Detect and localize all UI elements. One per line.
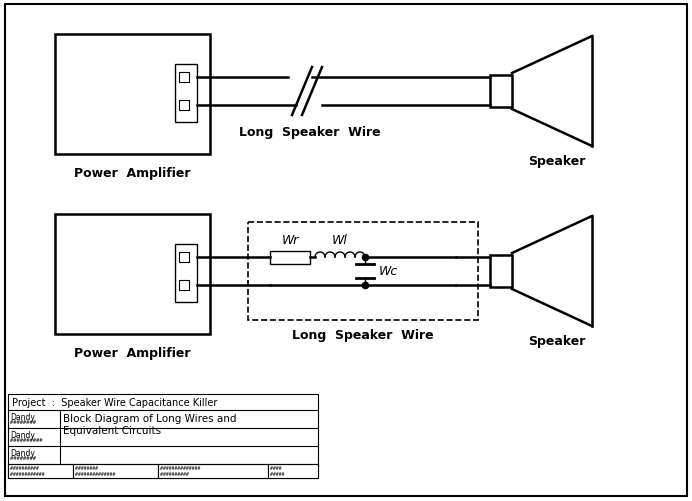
- Text: Dandy: Dandy: [10, 430, 35, 439]
- Bar: [179, 253, 189, 263]
- Text: Power  Amplifier: Power Amplifier: [74, 167, 191, 180]
- Bar: [490, 256, 512, 288]
- Bar: [8, 394, 318, 478]
- Bar: [158, 464, 268, 478]
- Bar: [248, 222, 478, 320]
- Text: Wl: Wl: [332, 233, 348, 246]
- Bar: [175, 65, 197, 123]
- Text: Speaker: Speaker: [528, 334, 585, 347]
- Bar: [490, 76, 512, 108]
- Text: ########
##############: ######## ##############: [75, 465, 116, 476]
- Bar: [268, 464, 318, 478]
- Bar: [179, 73, 189, 83]
- Text: ####
#####: #### #####: [270, 465, 284, 476]
- Bar: [73, 464, 158, 478]
- Text: ##############
##########: ############## ##########: [160, 465, 200, 476]
- Text: Dandy: Dandy: [10, 412, 35, 421]
- Bar: [55, 214, 210, 334]
- Text: ##########: ##########: [10, 437, 42, 442]
- Bar: [175, 244, 197, 303]
- Text: Speaker: Speaker: [528, 155, 585, 168]
- Text: Wc: Wc: [379, 265, 399, 278]
- Text: Wr: Wr: [282, 234, 299, 247]
- Bar: [179, 281, 189, 291]
- Text: ########: ########: [10, 455, 36, 460]
- Bar: [8, 464, 73, 478]
- Bar: [270, 251, 310, 264]
- Bar: [179, 101, 189, 111]
- Text: Block Diagram of Long Wires and
Equivalent Circuits: Block Diagram of Long Wires and Equivale…: [63, 413, 237, 435]
- Bar: [55, 35, 210, 155]
- Text: Project  :  Speaker Wire Capacitance Killer: Project : Speaker Wire Capacitance Kille…: [12, 397, 217, 407]
- Text: Long  Speaker  Wire: Long Speaker Wire: [239, 126, 381, 139]
- Text: Long  Speaker  Wire: Long Speaker Wire: [292, 328, 434, 341]
- Text: Dandy: Dandy: [10, 448, 35, 457]
- Text: ########: ########: [10, 419, 36, 424]
- Text: ##########
############: ########## ############: [10, 465, 44, 476]
- Text: Power  Amplifier: Power Amplifier: [74, 346, 191, 359]
